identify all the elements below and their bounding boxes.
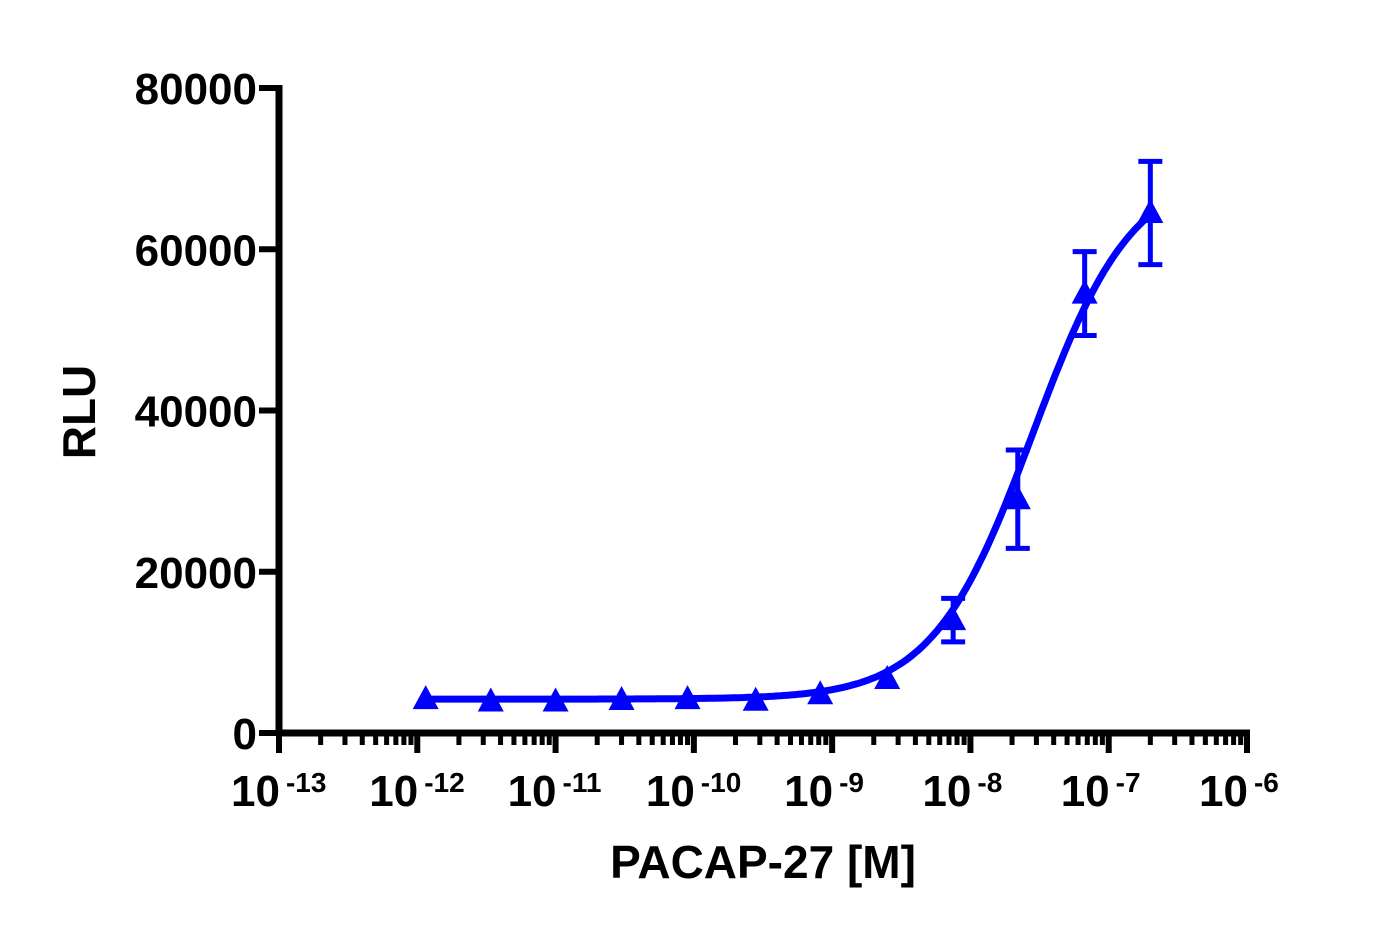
y-axis-label: RLU: [53, 365, 105, 460]
x-tick-label: 10 -12: [369, 767, 464, 816]
x-tick-exponent: -10: [701, 767, 741, 798]
x-tick-label: 10 -13: [231, 767, 326, 816]
x-tick-exponent: -11: [563, 767, 602, 798]
fit-curve-group: [425, 212, 1153, 703]
data-point-triangle: [542, 687, 569, 712]
data-point-triangle: [674, 685, 701, 710]
x-tick-exponent: -7: [1116, 767, 1141, 798]
y-tick-label: 40000: [135, 388, 257, 437]
data-point-triangle: [940, 606, 967, 631]
x-tick-base: 10: [369, 767, 418, 816]
data-point-triangle: [742, 686, 769, 711]
data-point-triangle: [874, 664, 901, 689]
data-point-triangle: [477, 687, 504, 712]
fit-curve: [425, 212, 1153, 703]
data-point-triangle: [807, 680, 834, 705]
x-tick-label: 10 -11: [508, 767, 602, 816]
x-tick-base: 10: [1199, 767, 1248, 816]
x-tick-base: 10: [231, 767, 280, 816]
x-tick-exponent: -8: [977, 767, 1002, 798]
y-tick-label: 60000: [135, 226, 257, 275]
x-axis-label: PACAP-27 [M]: [610, 836, 916, 888]
x-tick-base: 10: [922, 767, 971, 816]
x-tick-label: 10 -7: [1061, 767, 1141, 816]
x-tick-base: 10: [1061, 767, 1110, 816]
data-point-triangle: [1137, 198, 1164, 223]
x-tick-label: 10 -6: [1199, 767, 1279, 816]
x-tick-base: 10: [508, 767, 557, 816]
x-tick-label: 10 -9: [784, 767, 864, 816]
data-point-triangle: [1071, 279, 1098, 304]
data-point-triangle: [608, 685, 635, 710]
x-tick-exponent: -6: [1254, 767, 1279, 798]
y-tick-label: 20000: [135, 549, 257, 598]
data-point-triangle: [412, 685, 439, 710]
x-tick-label: 10 -8: [922, 767, 1002, 816]
x-tick-label: 10 -10: [646, 767, 741, 816]
data-points: [412, 158, 1164, 712]
data-point-triangle: [1004, 485, 1031, 510]
y-tick-label: 0: [233, 710, 257, 759]
x-tick-exponent: -9: [839, 767, 864, 798]
y-tick-label: 80000: [135, 65, 257, 114]
x-tick-exponent: -12: [424, 767, 464, 798]
x-tick-base: 10: [646, 767, 695, 816]
x-tick-exponent: -13: [286, 767, 326, 798]
x-tick-base: 10: [784, 767, 833, 816]
